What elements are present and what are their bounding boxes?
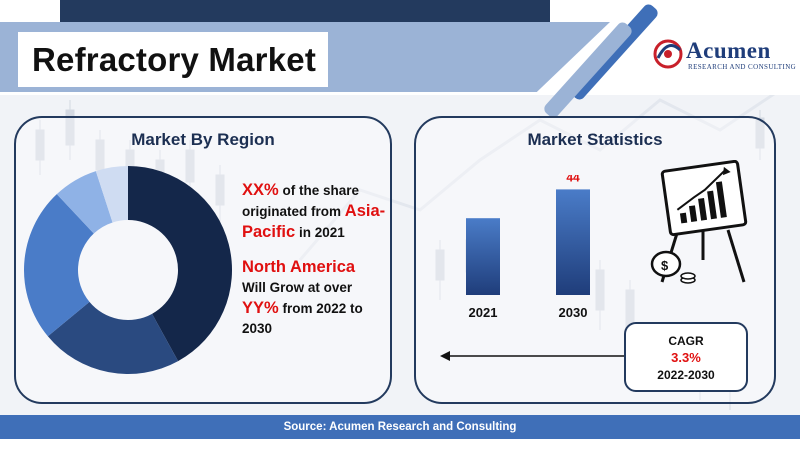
- left-arrow-icon: [440, 351, 626, 361]
- stat2-suffix: from 2022 to 2030: [242, 301, 363, 336]
- donut-slice-4: [56, 171, 113, 234]
- growth-chart-easel-icon: $: [650, 160, 748, 284]
- region-donut-chart: [24, 166, 232, 374]
- cagr-years: 2022-2030: [657, 368, 715, 382]
- donut-slice-3: [24, 194, 94, 337]
- stats-panel-title: Market Statistics: [527, 130, 663, 149]
- region-stats-text: XX% of the share originated from Asia-Pa…: [242, 180, 387, 339]
- title-box: Refractory Market: [18, 32, 328, 87]
- bar-data-label-2030: 44: [566, 175, 580, 184]
- donut-slice-1: [128, 166, 232, 362]
- stat1-block: XX% of the share originated from Asia-Pa…: [242, 180, 387, 243]
- acumen-logo: Acumen RESEARCH AND CONSULTING: [652, 34, 796, 78]
- logo-subtitle: RESEARCH AND CONSULTING: [688, 63, 797, 71]
- logo-wordmark: Acumen: [686, 38, 771, 63]
- cagr-value: 3.3%: [671, 350, 701, 365]
- stat1-region: Asia-Pacific: [242, 202, 386, 241]
- x-tick-label-2021: 2021: [469, 305, 498, 320]
- header-dark-band: [60, 0, 550, 22]
- stat1-text: of the share originated from: [242, 183, 359, 219]
- market-size-bar-chart: 2021 2030 44: [466, 175, 590, 320]
- stat2-value: YY%: [242, 299, 279, 317]
- region-panel-title: Market By Region: [131, 130, 275, 149]
- cagr-label: CAGR: [668, 334, 704, 348]
- source-text: Source: Acumen Research and Consulting: [283, 421, 517, 433]
- bar-2030: [556, 189, 590, 295]
- donut-slice-2: [47, 301, 179, 374]
- bar-2021: [466, 218, 500, 295]
- bottom-strip: [0, 439, 800, 450]
- logo-emblem-icon: [653, 39, 683, 69]
- cagr-box: CAGR 3.3% 2022-2030: [624, 322, 748, 392]
- donut-slice-5: [95, 166, 128, 223]
- stat2-block: North America Will Grow at over YY% from…: [242, 257, 387, 339]
- stat2-region: North America: [242, 258, 356, 276]
- svg-text:$: $: [661, 258, 669, 273]
- stat2-text: Will Grow at over: [242, 280, 353, 295]
- page-title: Refractory Market: [32, 40, 317, 78]
- x-tick-label-2030: 2030: [559, 305, 588, 320]
- source-footer: Source: Acumen Research and Consulting: [0, 415, 800, 439]
- stat1-value: XX%: [242, 181, 279, 199]
- stat1-suffix: in 2021: [298, 225, 345, 240]
